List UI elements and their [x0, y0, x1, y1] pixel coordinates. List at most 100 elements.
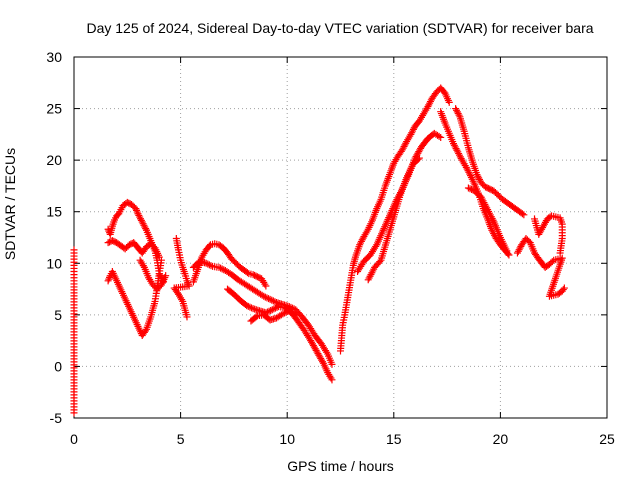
data-point — [290, 310, 298, 318]
data-point — [140, 221, 148, 229]
data-point — [466, 185, 474, 193]
data-point — [281, 309, 289, 317]
data-point — [445, 98, 453, 106]
data-point — [462, 163, 470, 171]
data-point — [133, 206, 141, 214]
y-tick-label: 20 — [46, 152, 62, 168]
data-point — [263, 294, 271, 302]
x-tick-label: 25 — [599, 431, 615, 447]
data-point — [183, 313, 191, 321]
data-point — [451, 143, 459, 151]
data-point — [514, 247, 522, 255]
data-point — [398, 146, 406, 154]
data-point — [323, 348, 331, 356]
data-point — [455, 151, 463, 159]
data-point — [142, 225, 150, 233]
data-point — [358, 236, 366, 244]
data-point — [141, 327, 149, 335]
data-point — [425, 101, 433, 109]
data-point — [263, 308, 271, 316]
y-axis-label: SDTVAR / TECUs — [2, 147, 18, 261]
data-point — [133, 208, 141, 216]
data-point — [135, 211, 143, 219]
data-point — [518, 210, 526, 218]
data-point — [456, 153, 464, 161]
data-points — [70, 84, 568, 417]
data-point — [454, 148, 462, 156]
chart-title: Day 125 of 2024, Sidereal Day-to-day VTE… — [86, 20, 594, 36]
x-tick-label: 5 — [177, 431, 185, 447]
data-point — [157, 256, 165, 264]
data-point — [513, 249, 521, 257]
data-point — [401, 141, 409, 149]
data-point — [455, 150, 463, 158]
data-point — [246, 303, 254, 311]
data-point — [265, 307, 273, 315]
data-point — [70, 409, 78, 417]
data-point — [243, 302, 251, 310]
x-axis-label: GPS time / hours — [287, 458, 394, 474]
data-point — [548, 258, 556, 266]
y-tick-label: 30 — [46, 49, 62, 65]
data-point — [515, 246, 523, 254]
data-point — [464, 184, 472, 192]
data-point — [556, 249, 564, 257]
data-point — [137, 215, 145, 223]
data-point — [218, 265, 226, 273]
data-point — [426, 99, 434, 107]
data-point — [356, 241, 364, 249]
y-tick-label: -5 — [50, 410, 63, 426]
data-point — [372, 242, 380, 250]
data-point — [139, 220, 147, 228]
y-tick-label: 10 — [46, 255, 62, 271]
data-point — [453, 146, 461, 154]
data-point — [136, 213, 144, 221]
data-point — [134, 210, 142, 218]
data-point — [400, 143, 408, 151]
data-point — [204, 260, 212, 268]
data-point — [409, 127, 417, 135]
data-point — [357, 239, 365, 247]
data-point — [476, 176, 484, 184]
data-point — [452, 105, 460, 113]
y-tick-label: 5 — [54, 307, 62, 323]
data-point — [132, 205, 140, 213]
data-point — [473, 171, 481, 179]
data-point — [560, 284, 568, 292]
data-point — [399, 144, 407, 152]
data-point — [357, 237, 365, 245]
data-point — [503, 247, 511, 255]
y-tick-label: 25 — [46, 101, 62, 117]
x-tick-label: 15 — [386, 431, 402, 447]
data-point — [409, 125, 417, 133]
data-point — [268, 306, 276, 314]
x-tick-label: 0 — [70, 431, 78, 447]
data-point — [437, 133, 445, 141]
data-point — [435, 132, 443, 140]
data-point — [414, 155, 422, 163]
data-point — [105, 275, 113, 283]
data-point — [466, 170, 474, 178]
data-point — [270, 305, 278, 313]
plot-frame — [73, 56, 608, 419]
data-point — [424, 103, 432, 111]
data-point — [217, 264, 225, 272]
data-point — [138, 218, 146, 226]
x-tick-label: 10 — [279, 431, 295, 447]
data-point — [292, 311, 300, 319]
data-point — [465, 168, 473, 176]
data-point — [452, 106, 460, 114]
y-tick-label: 0 — [54, 358, 62, 374]
plot-border — [73, 56, 608, 419]
data-point — [426, 98, 434, 106]
data-point — [261, 293, 269, 301]
data-point — [516, 244, 524, 252]
data-point — [141, 223, 149, 231]
data-point — [262, 282, 270, 290]
data-point — [464, 167, 472, 175]
data-point — [376, 258, 384, 266]
data-point — [162, 272, 170, 280]
data-point — [455, 111, 463, 119]
y-tick-label: 15 — [46, 204, 62, 220]
